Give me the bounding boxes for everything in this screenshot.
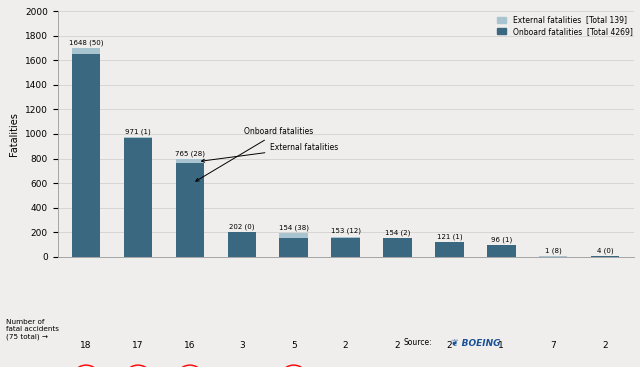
Y-axis label: Fatalities: Fatalities [10,112,19,156]
Text: 17: 17 [132,341,144,350]
Text: 3: 3 [239,341,244,350]
Bar [124,138,152,257]
Text: 2: 2 [602,341,608,350]
Text: Onboard fatalities: Onboard fatalities [196,127,314,181]
Bar [72,48,100,54]
Legend: External fatalities  [Total 139], Onboard fatalities  [Total 4269]: External fatalities [Total 139], Onboard… [494,12,636,39]
Text: 4 (0): 4 (0) [596,248,613,254]
Text: 765 (28): 765 (28) [175,151,205,157]
Bar [487,245,516,257]
Bar [332,237,360,238]
Text: 1648 (50): 1648 (50) [69,39,104,46]
Text: 2: 2 [343,341,348,350]
Bar [280,233,308,238]
Text: 971 (1): 971 (1) [125,129,151,135]
Text: 1 (8): 1 (8) [545,247,561,254]
Bar [175,159,204,163]
Text: 153 (12): 153 (12) [331,228,360,235]
Bar [175,163,204,257]
Bar [280,238,308,257]
Text: Number of
fatal accidents
(75 total) →: Number of fatal accidents (75 total) → [6,319,60,340]
Text: 7: 7 [550,341,556,350]
Text: Source:: Source: [403,338,432,347]
Text: 16: 16 [184,341,196,350]
Text: External fatalities: External fatalities [202,143,339,162]
Bar [72,54,100,257]
Text: 202 (0): 202 (0) [229,224,255,230]
Text: 2: 2 [395,341,400,350]
Text: 18: 18 [81,341,92,350]
Text: ❦ BOEING: ❦ BOEING [451,339,500,348]
Bar [539,256,568,257]
Text: 121 (1): 121 (1) [436,233,462,240]
Text: 96 (1): 96 (1) [491,236,512,243]
Bar [228,232,256,257]
Text: 2: 2 [447,341,452,350]
Text: 1: 1 [499,341,504,350]
Text: 5: 5 [291,341,296,350]
Bar [332,238,360,257]
Text: 154 (38): 154 (38) [278,225,308,231]
Bar [435,242,463,257]
Bar [383,238,412,257]
Text: 154 (2): 154 (2) [385,229,410,236]
